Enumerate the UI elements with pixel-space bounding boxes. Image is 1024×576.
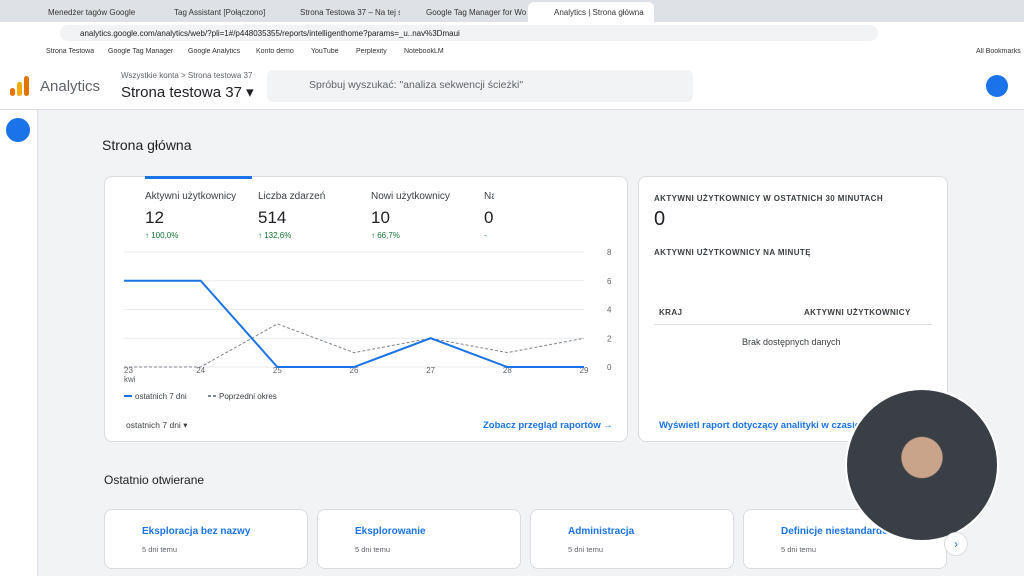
report-link[interactable]: Zobacz przegląd raportów → [483,420,613,431]
y-tick-label: 4 [607,306,612,315]
month-label: kwi [124,375,136,384]
per-minute-title: AKTYWNI UŻYTKOWNICY NA MINUTĘ [654,248,811,257]
search[interactable]: Spróbuj wyszukać: "analiza sekwencji ści… [267,70,693,102]
avatar[interactable] [986,75,1008,97]
metric-value: 12 [145,208,164,227]
recent-item-title: Eksploracja bez nazwy [142,526,251,537]
recent-item-time: 5 dni temu [781,545,817,554]
recent-item-title: Eksplorowanie [355,526,426,537]
page-title: Strona główna [102,137,192,153]
x-tick-label: 29 [580,366,589,375]
bookmark[interactable]: Perplexity [356,48,387,55]
tab[interactable]: Menedżer tagów Google [48,8,136,17]
x-tick-label: 28 [503,366,512,375]
webcam-overlay [845,388,999,542]
metric-change: ↑ 100,0% [145,231,179,240]
metric-value: 514 [258,208,287,227]
metric-change: - [484,231,487,240]
bookmark[interactable]: Strona Testowa [46,48,95,55]
tab[interactable]: Strona Testowa 37 – Na tej stro [300,8,400,17]
recent-title: Ostatnio otwierane [104,473,205,487]
tab-indicator [145,176,252,179]
recent-card[interactable] [530,509,734,569]
tab[interactable]: Google Tag Manager for Word [426,8,526,17]
home-icon[interactable] [6,118,30,142]
column-header[interactable]: KRAJ [659,308,683,317]
metric-label[interactable]: Aktywni użytkownicy [145,191,237,202]
realtime-value: 0 [654,208,666,230]
y-tick-label: 2 [607,334,612,343]
tab[interactable]: Tag Assistant [Połączono] [174,8,266,17]
recent-item-time: 5 dni temu [568,545,604,554]
x-tick-label: 26 [350,366,359,375]
property-selector[interactable]: Strona testowa 37 ▾ [121,84,254,101]
series-line [124,323,585,368]
metric-change: ↑ 132,6% [258,231,292,240]
recent-card[interactable] [317,509,521,569]
logo [10,76,30,96]
tab[interactable]: Analytics | Strona główna [528,2,654,22]
recent-card[interactable] [104,509,308,569]
bookmark[interactable]: Google Analytics [188,48,241,55]
metric-change: ↑ 66,7% [371,231,400,240]
series-line [124,279,584,368]
y-tick-label: 6 [607,277,612,286]
x-tick-label: 25 [273,366,282,375]
empty-state: Brak dostępnych danych [742,337,841,347]
breadcrumb[interactable]: Wszystkie konta > Strona testowa 37 [121,71,253,80]
y-tick-label: 0 [607,363,612,372]
metric-label[interactable]: Liczba zdarzeń [258,191,326,202]
app-name: Analytics [40,78,101,95]
legend-label: Poprzedni okres [219,392,277,401]
side-nav [0,110,38,576]
tab-strip [0,0,1024,22]
recent-item-time: 5 dni temu [355,545,391,554]
date-range[interactable]: ostatnich 7 dni ▾ [126,420,188,430]
metric-label[interactable]: Nowi użytkownicy [371,191,450,202]
x-tick-label: 27 [426,366,435,375]
address-bar[interactable]: analytics.google.com/analytics/web/?pli=… [60,25,878,41]
recent-item-title: Administracja [568,526,635,537]
link-text: Zobacz przegląd raportów [483,420,601,431]
legend-label: ostatnich 7 dni [135,392,187,401]
realtime-link[interactable]: Wyświetl raport dotyczący analityki w cz… [659,420,859,431]
bookmark[interactable]: Konto demo [256,48,294,55]
metric-value: 10 [371,208,390,227]
x-tick-label: 23 [124,366,133,375]
metric-label[interactable]: Na [484,191,494,202]
recent-item-title: Definicje niestandardowe [781,526,902,537]
property: Strona testowa 37 [121,84,242,101]
bookmark[interactable]: Google Tag Manager [108,48,174,55]
bookmark[interactable]: All Bookmarks [976,48,1021,55]
bookmark[interactable]: YouTube [311,48,339,55]
realtime-title: AKTYWNI UŻYTKOWNICY W OSTATNICH 30 MINUT… [654,194,884,203]
divider [654,324,932,325]
recent-item-time: 5 dni temu [142,545,178,554]
column-header[interactable]: AKTYWNI UŻYTKOWNICY [804,308,911,317]
crumb[interactable]: Strona testowa 37 [187,71,253,80]
date-range-text: ostatnich 7 dni [126,420,181,430]
x-tick-label: 24 [196,366,205,375]
y-tick-label: 8 [607,248,612,257]
bookmark[interactable]: NotebookLM [404,48,444,55]
crumb[interactable]: Wszystkie konta [121,71,179,80]
metric-value: 0 [484,208,494,227]
next-button[interactable]: › [944,532,968,556]
